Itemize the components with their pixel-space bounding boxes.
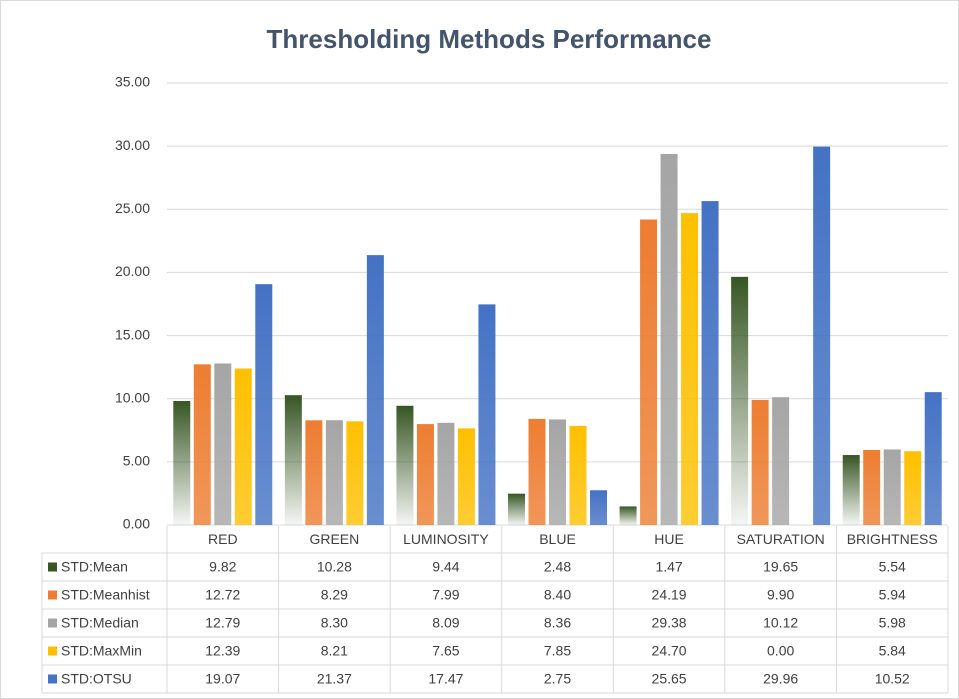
table-value: 10.12 (763, 615, 798, 631)
bar (813, 146, 831, 525)
table-value: 19.65 (763, 559, 798, 575)
table-value: 7.65 (432, 643, 459, 659)
table-value: 2.48 (544, 559, 571, 575)
x-tick-label: RED (208, 531, 238, 547)
table-value: 8.21 (321, 643, 348, 659)
legend-label: STD:Median (61, 615, 139, 631)
bar (619, 506, 637, 525)
bar (549, 419, 566, 525)
y-tick-label: 15.00 (115, 326, 150, 342)
table-value: 10.28 (317, 559, 352, 575)
x-tick-label: HUE (654, 531, 684, 547)
table-value: 1.47 (655, 559, 682, 575)
y-tick-label: 35.00 (115, 74, 150, 90)
legend-key (48, 618, 57, 628)
bar (751, 399, 769, 525)
bar (478, 304, 496, 525)
bar (366, 255, 384, 525)
bar (701, 201, 719, 525)
table-value: 7.99 (432, 587, 459, 603)
bar (214, 363, 232, 525)
x-tick-label: GREEN (309, 531, 359, 547)
bar (234, 368, 252, 525)
bar (772, 397, 790, 525)
bar (437, 422, 455, 525)
table-value: 9.82 (209, 559, 236, 575)
table-value: 9.90 (767, 587, 794, 603)
bar (416, 424, 434, 525)
table-value: 2.75 (544, 671, 571, 687)
bar (346, 421, 364, 525)
table-value: 24.19 (652, 587, 687, 603)
table-value: 19.07 (205, 671, 240, 687)
bar (569, 425, 587, 525)
legend-key (48, 646, 57, 656)
bar (284, 395, 302, 525)
y-tick-label: 10.00 (115, 389, 150, 405)
bar (640, 219, 658, 525)
bar (924, 392, 942, 525)
bar (681, 213, 699, 525)
table-value: 25.65 (652, 671, 687, 687)
bar (255, 284, 273, 525)
table-value: 5.94 (879, 587, 906, 603)
bar (883, 449, 901, 525)
bar (842, 455, 860, 525)
legend-label: STD:Meanhist (61, 587, 150, 603)
table-value: 12.72 (205, 587, 240, 603)
table-value: 29.96 (763, 671, 798, 687)
bar (590, 490, 607, 525)
legend-label: STD:OTSU (61, 671, 132, 687)
legend-key (48, 590, 57, 600)
bar (305, 420, 323, 525)
y-tick-label: 5.00 (123, 453, 150, 469)
table-value: 8.36 (544, 615, 571, 631)
x-tick-label: LUMINOSITY (403, 531, 489, 547)
table-value: 5.54 (879, 559, 906, 575)
bar (173, 400, 191, 525)
table-value: 29.38 (652, 615, 687, 631)
table-value: 21.37 (317, 671, 352, 687)
y-tick-label: 0.00 (123, 516, 150, 532)
y-tick-label: 25.00 (115, 200, 150, 216)
table-value: 5.84 (879, 643, 906, 659)
bar (508, 493, 525, 525)
x-tick-label: BLUE (539, 531, 576, 547)
table-value: 8.29 (321, 587, 348, 603)
bar (731, 276, 749, 525)
y-tick-label: 20.00 (115, 263, 150, 279)
table-value: 7.85 (544, 643, 571, 659)
legend-label: STD:MaxMin (61, 643, 142, 659)
legend-label: STD:Mean (61, 559, 128, 575)
bar (904, 451, 922, 525)
table-value: 10.52 (875, 671, 910, 687)
bar (457, 428, 475, 525)
table-value: 8.40 (544, 587, 571, 603)
x-tick-label: SATURATION (737, 531, 825, 547)
table-value: 5.98 (879, 615, 906, 631)
legend-key (48, 674, 57, 684)
bar (660, 153, 678, 525)
table-value: 12.79 (205, 615, 240, 631)
bar (325, 420, 343, 525)
table-value: 24.70 (652, 643, 687, 659)
table-value: 12.39 (205, 643, 240, 659)
x-tick-label: BRIGHTNESS (847, 531, 938, 547)
bar (528, 418, 546, 525)
table-value: 8.30 (321, 615, 348, 631)
legend-key (48, 562, 57, 572)
bar (193, 364, 211, 525)
chart-title: Thresholding Methods Performance (267, 24, 712, 54)
table-value: 0.00 (767, 643, 794, 659)
table-value: 17.47 (428, 671, 463, 687)
table-value: 9.44 (432, 559, 459, 575)
bar (863, 449, 881, 525)
bar (396, 405, 414, 525)
table-value: 8.09 (432, 615, 459, 631)
y-tick-label: 30.00 (115, 137, 150, 153)
